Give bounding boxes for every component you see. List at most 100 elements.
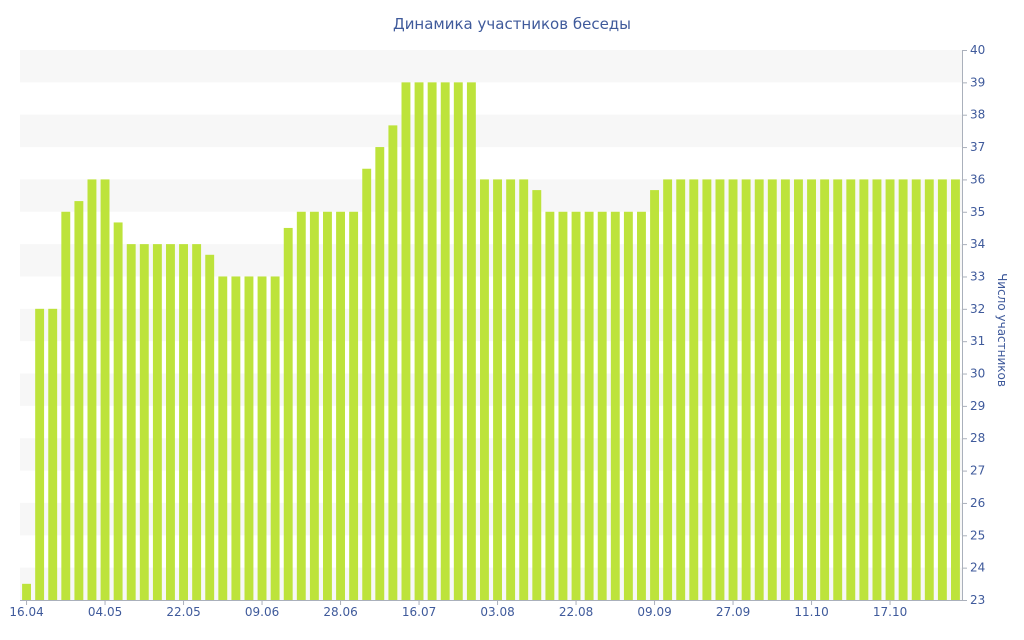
x-tick-label: 17.10 (873, 605, 907, 619)
bar (166, 244, 175, 600)
bar (257, 276, 267, 600)
y-tick-label: 36 (970, 172, 985, 186)
bar (309, 211, 319, 600)
bar (532, 190, 542, 600)
bar (323, 211, 332, 600)
bar (937, 179, 947, 600)
y-tick-label: 40 (970, 43, 985, 57)
x-tick-label: 04.05 (88, 605, 122, 619)
bar (859, 179, 869, 600)
y-tick-label: 24 (970, 561, 985, 575)
y-tick-label: 34 (970, 237, 985, 251)
bar (427, 82, 437, 601)
bar (911, 179, 921, 600)
bar (218, 276, 228, 600)
x-tick-label: 22.05 (166, 605, 200, 619)
bar (872, 179, 882, 600)
bar (414, 82, 424, 601)
bar (349, 211, 359, 600)
bar (807, 179, 816, 600)
y-tick-label: 33 (970, 269, 985, 283)
x-tick-label: 09.06 (245, 605, 279, 619)
bar (637, 211, 646, 600)
x-tick-label: 28.06 (323, 605, 357, 619)
bar (689, 179, 699, 600)
bar (179, 244, 188, 600)
x-tick-label: 03.08 (480, 605, 514, 619)
y-tick-label: 28 (970, 431, 985, 445)
bar (466, 82, 476, 601)
grid-band (20, 114, 962, 148)
chart-title: Динамика участников беседы (393, 15, 631, 33)
bar (480, 179, 489, 600)
bar (715, 179, 725, 600)
y-tick-label: 25 (970, 528, 985, 542)
y-tick-label: 31 (970, 334, 985, 348)
bar (35, 308, 45, 600)
bar (296, 211, 306, 600)
y-tick-label: 27 (970, 464, 985, 478)
grid-band (20, 502, 962, 536)
y-tick-label: 39 (970, 75, 985, 89)
bar (231, 276, 241, 600)
bar (754, 179, 764, 600)
bar (794, 179, 803, 600)
grid-bands (20, 50, 962, 600)
grid-band (20, 244, 962, 277)
bar (139, 244, 149, 600)
bar (126, 244, 136, 600)
bar (113, 222, 123, 600)
y-tick-label: 35 (970, 205, 985, 219)
y-axis-label: Число участников (995, 273, 1009, 387)
bar (610, 211, 620, 600)
x-tick-label: 27.09 (716, 605, 750, 619)
bar (545, 211, 555, 600)
bar (100, 179, 110, 600)
y-tick-label: 29 (970, 399, 985, 413)
x-tick-label: 22.08 (559, 605, 593, 619)
grid-band (20, 179, 962, 212)
bar (767, 179, 777, 600)
bar (87, 179, 97, 600)
bar (676, 179, 686, 600)
bar-series (22, 82, 960, 601)
grid-band (20, 373, 962, 406)
x-tick-label: 16.04 (9, 605, 43, 619)
bar (506, 179, 516, 600)
bar (362, 168, 372, 601)
bar (820, 179, 830, 600)
bar (22, 583, 31, 600)
x-tick-label: 11.10 (794, 605, 828, 619)
bar (152, 244, 162, 600)
bar (924, 179, 934, 600)
bar (571, 211, 581, 600)
bar (453, 82, 463, 601)
bar (336, 211, 345, 600)
bar (375, 147, 385, 600)
bar (846, 179, 856, 600)
y-tick-label: 38 (970, 108, 985, 122)
bar (205, 254, 215, 601)
bar (558, 211, 568, 600)
grid-band (20, 308, 962, 342)
bar (650, 190, 659, 600)
bar (623, 211, 633, 600)
bar (401, 82, 411, 601)
bar (61, 211, 71, 600)
x-tick-label: 16.07 (402, 605, 436, 619)
bar (833, 179, 843, 600)
bar (493, 179, 502, 600)
bar (898, 179, 908, 600)
bar (741, 179, 751, 600)
bar (702, 179, 712, 600)
bar (728, 179, 738, 600)
bar (780, 179, 790, 600)
y-tick-label: 26 (970, 496, 985, 510)
bar (283, 227, 293, 600)
y-axis-ticks: 23 24 25 26 27 28 29 30 31 32 33 34 35 36 37 38 39 40 (962, 43, 985, 607)
bar (388, 125, 398, 600)
bar (440, 82, 450, 601)
y-tick-label: 37 (970, 140, 985, 154)
